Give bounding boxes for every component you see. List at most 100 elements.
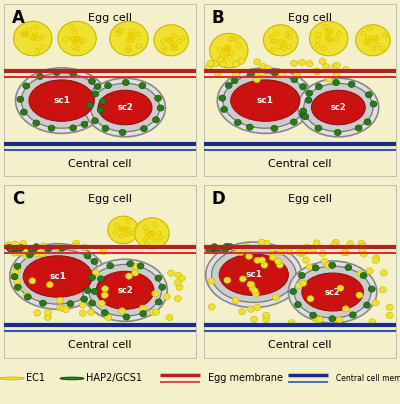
Circle shape [70,125,76,131]
Circle shape [254,305,261,311]
Circle shape [206,247,213,254]
Circle shape [279,71,286,77]
Circle shape [239,276,246,282]
Circle shape [356,292,363,298]
Circle shape [386,312,393,318]
Ellipse shape [96,271,154,309]
Ellipse shape [223,73,308,128]
Circle shape [92,118,98,124]
Circle shape [303,244,310,250]
Circle shape [275,258,282,264]
Circle shape [34,310,41,316]
Circle shape [58,21,96,56]
Text: Egg cell: Egg cell [88,194,132,204]
Circle shape [73,240,80,246]
Circle shape [60,377,84,380]
Circle shape [44,309,52,316]
Circle shape [207,60,214,66]
Circle shape [337,285,344,291]
Circle shape [316,316,323,323]
Circle shape [132,270,139,276]
Circle shape [235,246,242,252]
Text: sc2: sc2 [117,286,133,295]
Ellipse shape [231,80,300,121]
Circle shape [210,34,248,68]
Circle shape [263,312,270,318]
Circle shape [119,308,126,314]
Circle shape [132,263,139,269]
Circle shape [40,300,46,306]
Circle shape [79,302,86,308]
Circle shape [26,252,33,258]
Circle shape [319,58,326,64]
Circle shape [380,270,387,276]
Text: Egg cell: Egg cell [88,13,132,23]
Ellipse shape [98,90,152,125]
Circle shape [323,64,330,70]
Circle shape [334,62,340,68]
Circle shape [312,265,319,271]
Circle shape [24,292,31,299]
Circle shape [220,61,226,67]
Circle shape [332,239,339,246]
Text: Egg membrane: Egg membrane [208,373,283,383]
Circle shape [315,84,322,90]
Circle shape [14,246,21,253]
Circle shape [263,316,270,322]
Circle shape [176,284,183,290]
Circle shape [271,125,278,132]
Circle shape [324,262,332,268]
Circle shape [360,251,367,257]
Circle shape [178,275,185,282]
Circle shape [307,296,314,302]
Circle shape [258,69,265,76]
Circle shape [152,117,160,123]
Circle shape [152,290,158,297]
Text: Central cell: Central cell [68,341,132,350]
Circle shape [101,292,108,298]
Circle shape [231,78,238,84]
Circle shape [208,246,214,253]
Circle shape [7,246,14,252]
Circle shape [92,269,99,276]
Text: Central cell: Central cell [268,160,332,169]
Circle shape [40,243,47,249]
Circle shape [290,119,297,125]
Circle shape [290,60,298,66]
Circle shape [168,270,175,276]
Circle shape [296,282,302,289]
Circle shape [154,25,188,56]
Circle shape [208,247,214,253]
Text: Central cell: Central cell [268,341,332,350]
Circle shape [89,300,96,306]
Circle shape [232,72,239,78]
Ellipse shape [304,83,373,132]
Circle shape [272,294,279,301]
Circle shape [225,82,232,88]
Circle shape [221,106,228,112]
Circle shape [33,244,40,250]
Circle shape [23,83,30,89]
Ellipse shape [302,273,363,311]
Circle shape [252,291,259,297]
Circle shape [33,120,40,126]
Circle shape [208,278,215,284]
Circle shape [79,310,86,316]
Text: C: C [12,190,24,208]
Ellipse shape [212,247,296,302]
Text: B: B [212,9,224,27]
Circle shape [88,78,96,84]
Text: sc1: sc1 [245,270,262,279]
Circle shape [312,315,319,322]
Circle shape [254,257,261,263]
Circle shape [10,246,16,253]
Circle shape [379,287,386,293]
Circle shape [313,68,320,74]
Text: sc2: sc2 [325,288,340,297]
Circle shape [30,248,37,254]
Circle shape [306,264,313,270]
Circle shape [325,76,332,82]
Circle shape [81,121,88,127]
Circle shape [271,70,278,76]
Circle shape [364,119,371,125]
